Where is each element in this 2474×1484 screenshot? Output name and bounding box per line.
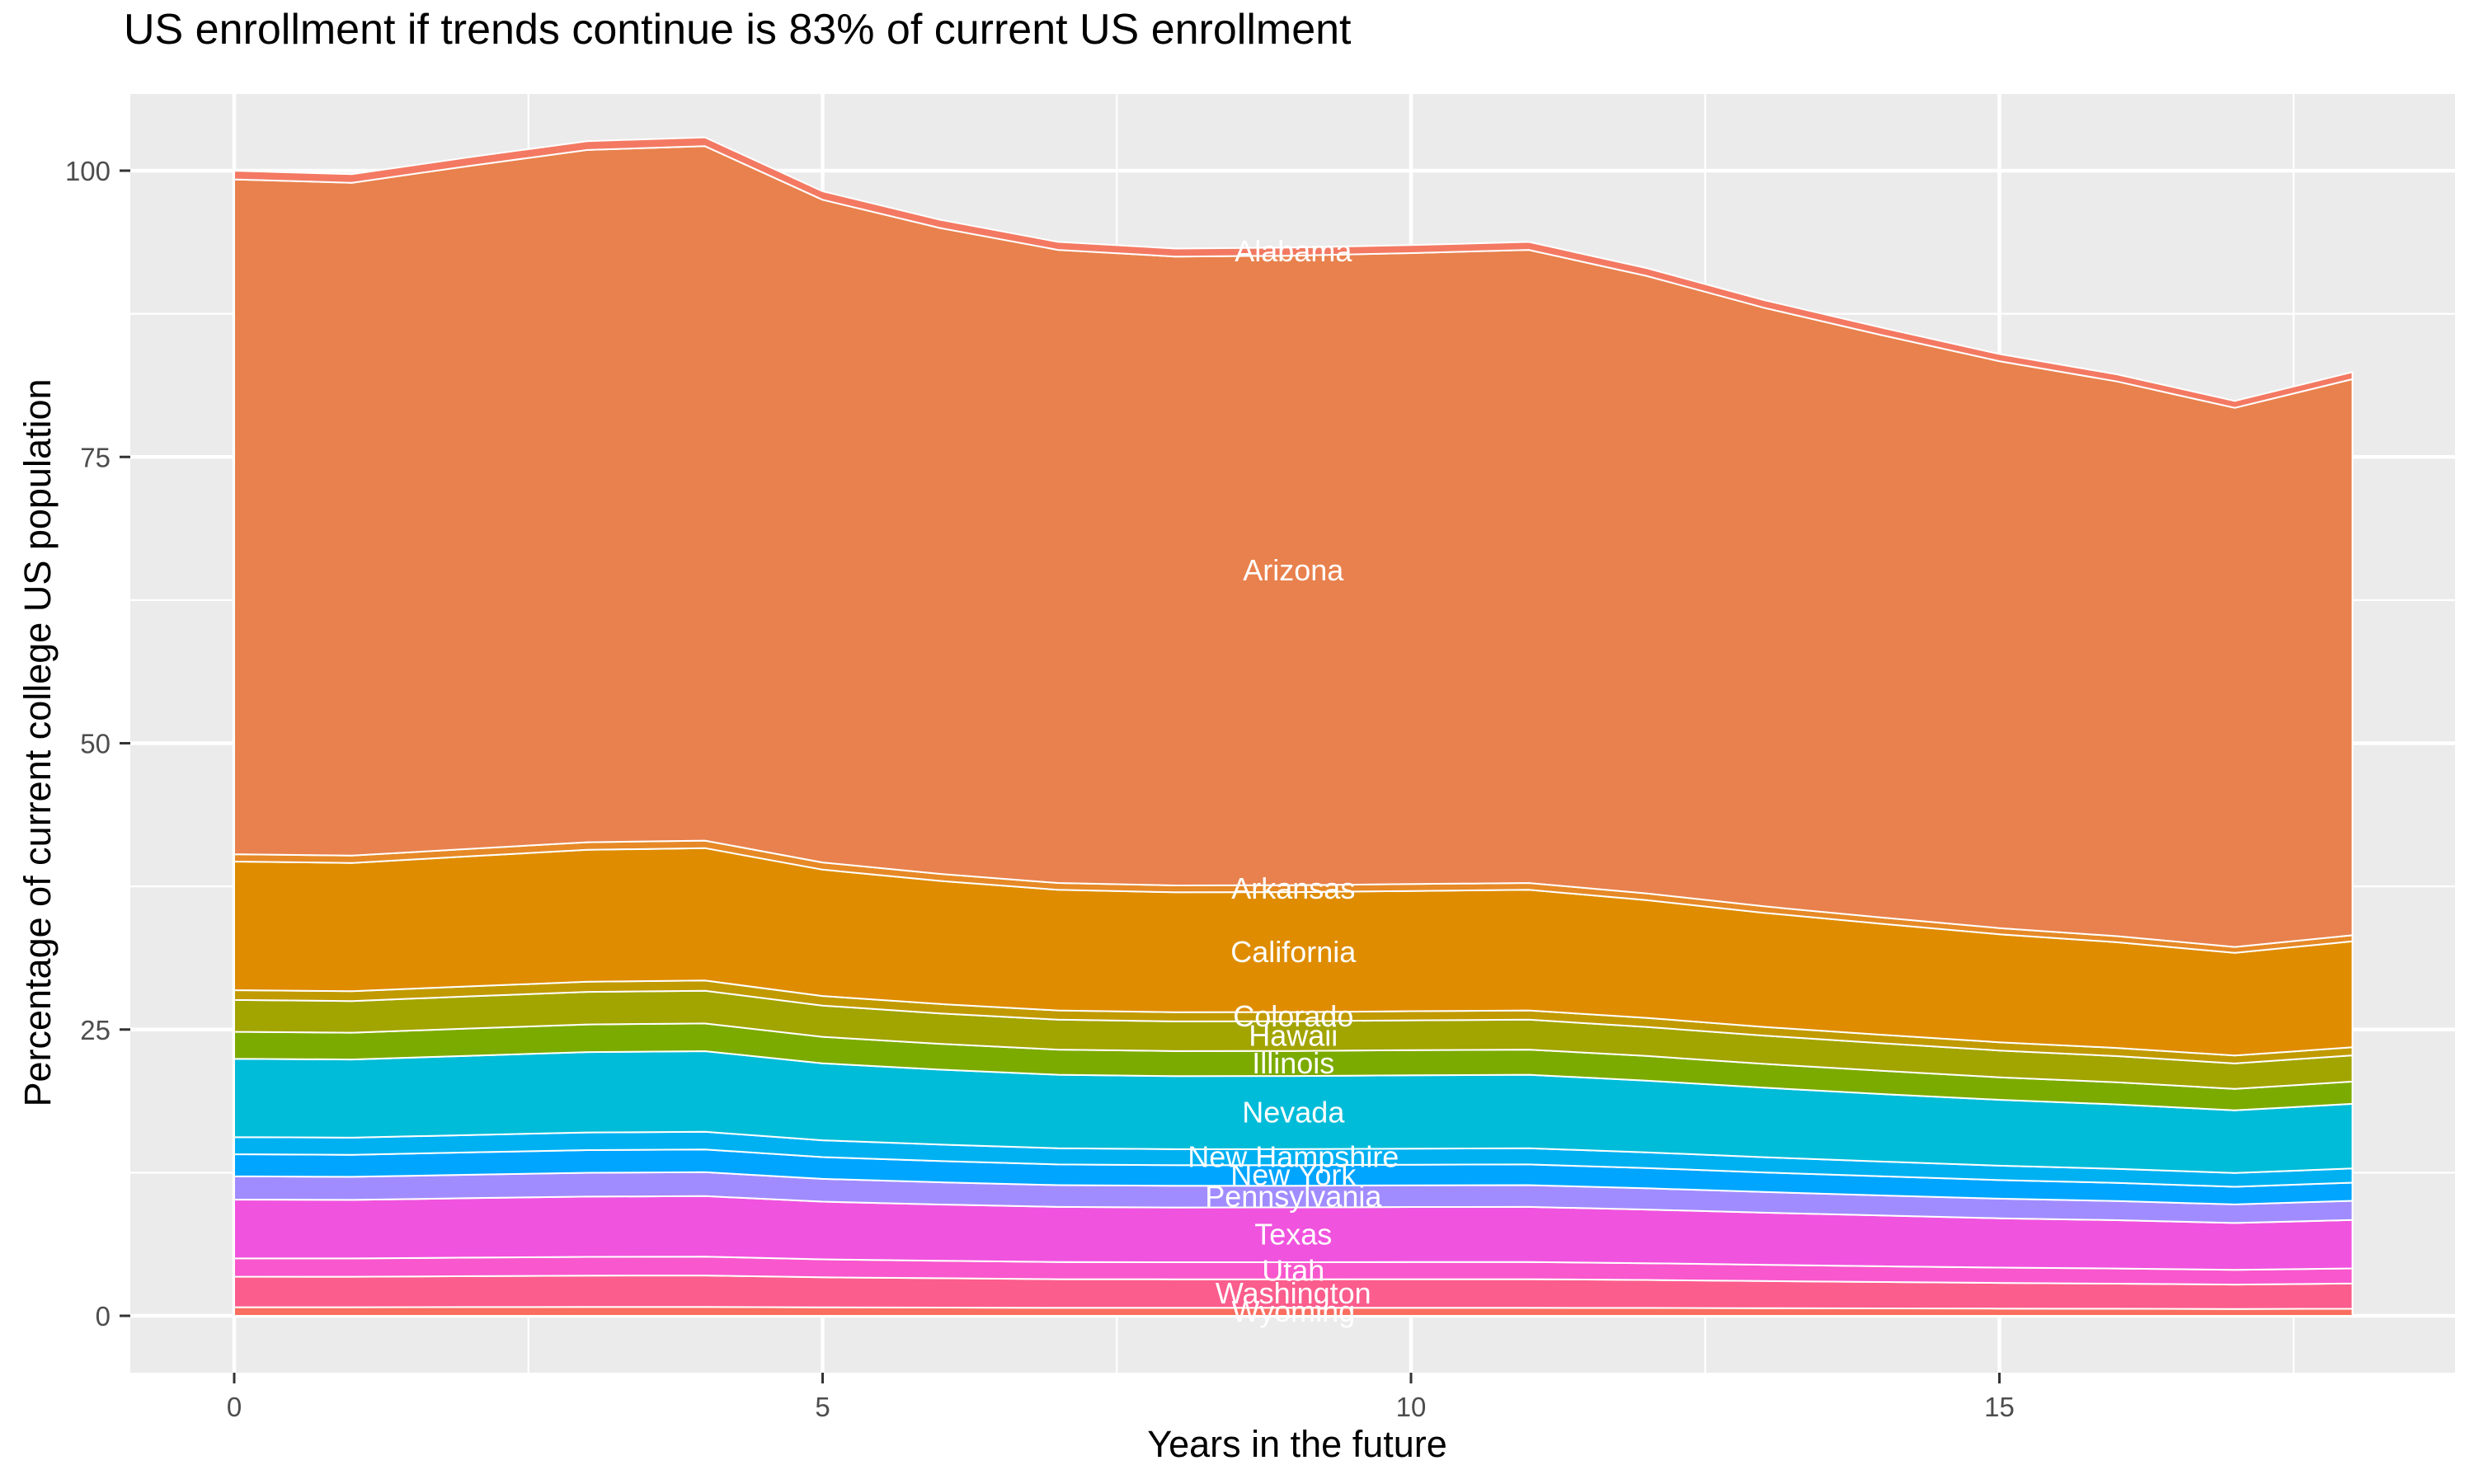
state-label-utah: Utah: [1262, 1253, 1324, 1287]
state-label-wyoming: Wyoming: [1231, 1294, 1355, 1328]
y-tick-label-100: 100: [65, 156, 111, 186]
y-tick-label-75: 75: [80, 442, 111, 472]
state-label-illinois: Illinois: [1252, 1046, 1334, 1080]
state-label-alabama: Alabama: [1235, 234, 1352, 268]
state-label-arizona: Arizona: [1243, 553, 1344, 587]
state-label-nevada: Nevada: [1242, 1095, 1345, 1129]
y-axis-title: Percentage of current college US populat…: [16, 378, 59, 1107]
state-label-new-york: New York: [1230, 1158, 1357, 1192]
x-tick-label-5: 5: [815, 1392, 830, 1422]
state-label-hawaii: Hawaii: [1249, 1019, 1338, 1053]
state-label-california: California: [1230, 935, 1357, 969]
x-tick-label-0: 0: [227, 1392, 242, 1422]
y-tick-label-25: 25: [80, 1015, 111, 1045]
y-tick-label-50: 50: [80, 729, 111, 759]
area-band-alabama: [233, 136, 2354, 409]
area-bands: [233, 136, 2354, 1317]
state-label-pennsylvania: Pennsylvania: [1205, 1179, 1382, 1213]
chart-title: US enrollment if trends continue is 83% …: [124, 6, 1352, 54]
x-tick-label-15: 15: [1984, 1392, 2015, 1422]
axis-ticks: 0 5 10 15 0 25 50 75 100: [65, 156, 2015, 1422]
state-labels: Alabama Arizona Arkansas California Colorado…: [1188, 234, 1399, 1328]
x-axis-title: Years in the future: [1147, 1423, 1447, 1465]
x-tick-label-10: 10: [1396, 1392, 1427, 1422]
state-label-new-hampshire: New Hampshire: [1188, 1139, 1399, 1173]
state-label-colorado: Colorado: [1233, 999, 1353, 1033]
y-tick-label-0: 0: [96, 1301, 111, 1331]
state-label-texas: Texas: [1254, 1218, 1332, 1252]
state-label-arkansas: Arkansas: [1231, 871, 1355, 905]
state-label-washington: Washington: [1216, 1276, 1371, 1310]
